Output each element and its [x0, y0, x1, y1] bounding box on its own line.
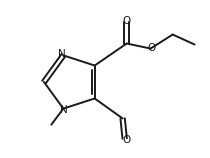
Text: O: O: [122, 15, 131, 26]
Text: N: N: [58, 49, 66, 59]
Text: O: O: [148, 43, 156, 53]
Text: N: N: [60, 105, 68, 115]
Text: O: O: [122, 135, 131, 146]
